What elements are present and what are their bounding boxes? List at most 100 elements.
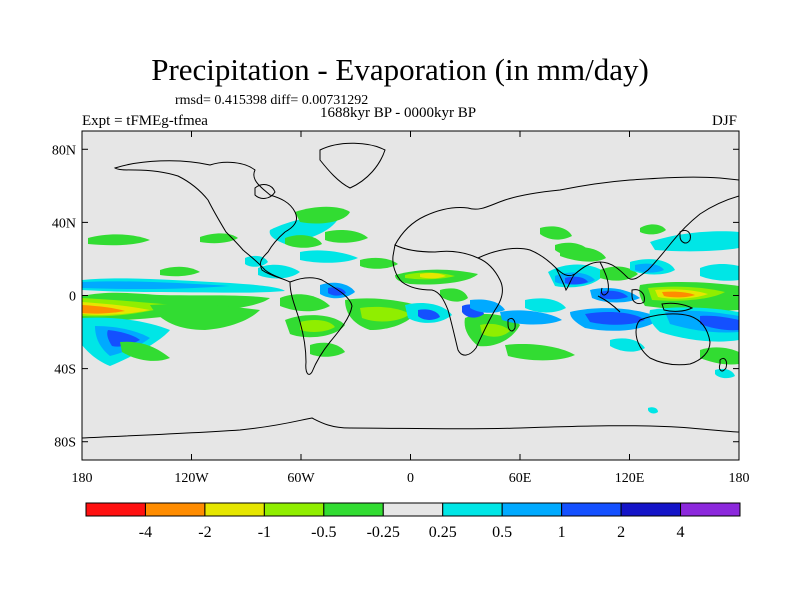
lon-tick-label: 120W xyxy=(174,471,209,486)
field-patch xyxy=(500,310,562,325)
field-patch xyxy=(480,323,510,337)
field-patch xyxy=(648,407,658,414)
field-patch xyxy=(525,298,566,313)
field-patch xyxy=(470,299,505,313)
coastline-antarctica xyxy=(82,417,739,439)
colorbar-swatch xyxy=(561,502,622,517)
lat-tick-label: 80S xyxy=(54,436,76,451)
field-patch xyxy=(160,266,200,277)
field-patch xyxy=(715,368,735,379)
field-patch xyxy=(328,287,346,296)
field-patch xyxy=(285,235,322,248)
field-patch xyxy=(295,206,350,224)
colorbar-swatch xyxy=(382,502,444,517)
lon-tick-label: 0 xyxy=(407,471,414,486)
field-patch xyxy=(88,234,150,246)
axis-ticks xyxy=(81,131,740,460)
coastline-sumatra xyxy=(597,295,621,313)
field-patch xyxy=(310,342,345,357)
experiment-label: Expt = tFMEg-tfmea xyxy=(82,113,208,129)
colorbar-label: 4 xyxy=(677,524,685,541)
field-patch xyxy=(600,266,638,281)
lat-tick-label: 80N xyxy=(52,143,76,158)
coastline-borneo xyxy=(631,289,645,305)
lon-tick-label: 60W xyxy=(287,471,315,486)
coastline-north-america xyxy=(113,160,298,283)
coastline-japan xyxy=(679,229,691,244)
field-patch xyxy=(650,231,739,252)
colorbar-swatch xyxy=(204,502,265,517)
coastline-hudson xyxy=(254,184,276,199)
anomaly-field-layer xyxy=(82,206,739,414)
colorbar-label: 1 xyxy=(558,524,566,541)
lat-tick-label: 40N xyxy=(52,216,76,231)
field-patch xyxy=(360,306,410,322)
lon-tick-label: 60E xyxy=(509,471,532,486)
field-patch xyxy=(585,312,645,325)
colorbar-label: -4 xyxy=(139,524,152,541)
coastline-africa xyxy=(392,244,503,356)
field-patch xyxy=(82,281,230,290)
field-patch xyxy=(82,305,125,314)
coastline-indochina xyxy=(599,261,609,296)
colorbar-swatch xyxy=(442,502,503,517)
axis-tick-labels: 80N 40N 0 40S 80S 180 120W 60W 0 60E 120E 180 xyxy=(52,143,750,486)
lat-tick-label: 0 xyxy=(69,290,76,305)
colorbar-swatch xyxy=(144,502,206,517)
field-patch xyxy=(540,226,572,240)
coastline-new-guinea xyxy=(661,302,694,312)
field-patch xyxy=(150,303,260,330)
field-patch xyxy=(505,344,575,361)
field-patch xyxy=(560,247,606,262)
colorbar: -4 -2 -1 -0.5 -0.25 0.25 0.5 1 2 4 xyxy=(85,502,741,541)
field-patch xyxy=(610,338,645,352)
lon-tick-label: 120E xyxy=(615,471,645,486)
period-label: 1688kyr BP - 0000kyr BP xyxy=(320,105,477,121)
field-patch xyxy=(120,341,170,361)
field-patch xyxy=(300,250,358,263)
colorbar-label: -1 xyxy=(258,524,271,541)
colorbar-swatch xyxy=(680,502,741,517)
coastline-asia xyxy=(477,195,739,280)
colorbar-label: 0.25 xyxy=(429,524,457,541)
colorbar-swatch xyxy=(263,502,325,517)
field-patch xyxy=(258,264,300,279)
field-patch xyxy=(565,276,588,285)
field-patch xyxy=(325,230,368,243)
season-label: DJF xyxy=(712,113,738,129)
coastlines xyxy=(82,142,739,439)
field-patch xyxy=(418,309,440,320)
field-patch xyxy=(640,224,666,235)
field-patch xyxy=(700,347,739,365)
coastline-australia xyxy=(635,313,711,366)
colorbar-label: -0.5 xyxy=(311,524,336,541)
field-patch xyxy=(200,233,238,244)
plot-title: Precipitation - Evaporation (in mm/day) xyxy=(151,52,649,87)
field-patch xyxy=(360,257,398,269)
field-patch xyxy=(700,264,739,281)
lon-tick-label: 180 xyxy=(72,471,93,486)
coastline-greenland xyxy=(319,142,386,189)
field-patch xyxy=(662,291,695,298)
colorbar-label: -0.25 xyxy=(367,524,400,541)
lon-tick-label: 180 xyxy=(729,471,750,486)
field-patch xyxy=(440,288,468,302)
field-patch xyxy=(700,315,739,331)
field-patch xyxy=(300,319,335,332)
field-patch xyxy=(420,272,446,279)
colorbar-label: 2 xyxy=(617,524,625,541)
colorbar-swatch xyxy=(323,502,384,517)
colorbar-swatch xyxy=(501,502,563,517)
colorbar-swatch xyxy=(620,502,682,517)
colorbar-label: -2 xyxy=(198,524,211,541)
stats-text: rmsd= 0.415398 diff= 0.00731292 xyxy=(175,93,369,108)
colorbar-swatch xyxy=(85,502,146,517)
colorbar-label: 0.5 xyxy=(492,524,512,541)
coastline-new-zealand xyxy=(719,357,727,372)
coastline-india xyxy=(555,267,576,292)
lat-tick-label: 40S xyxy=(54,363,76,378)
coastline-south-america xyxy=(289,277,353,375)
coastline-europe xyxy=(394,176,739,246)
coastline-madagascar xyxy=(507,317,516,332)
